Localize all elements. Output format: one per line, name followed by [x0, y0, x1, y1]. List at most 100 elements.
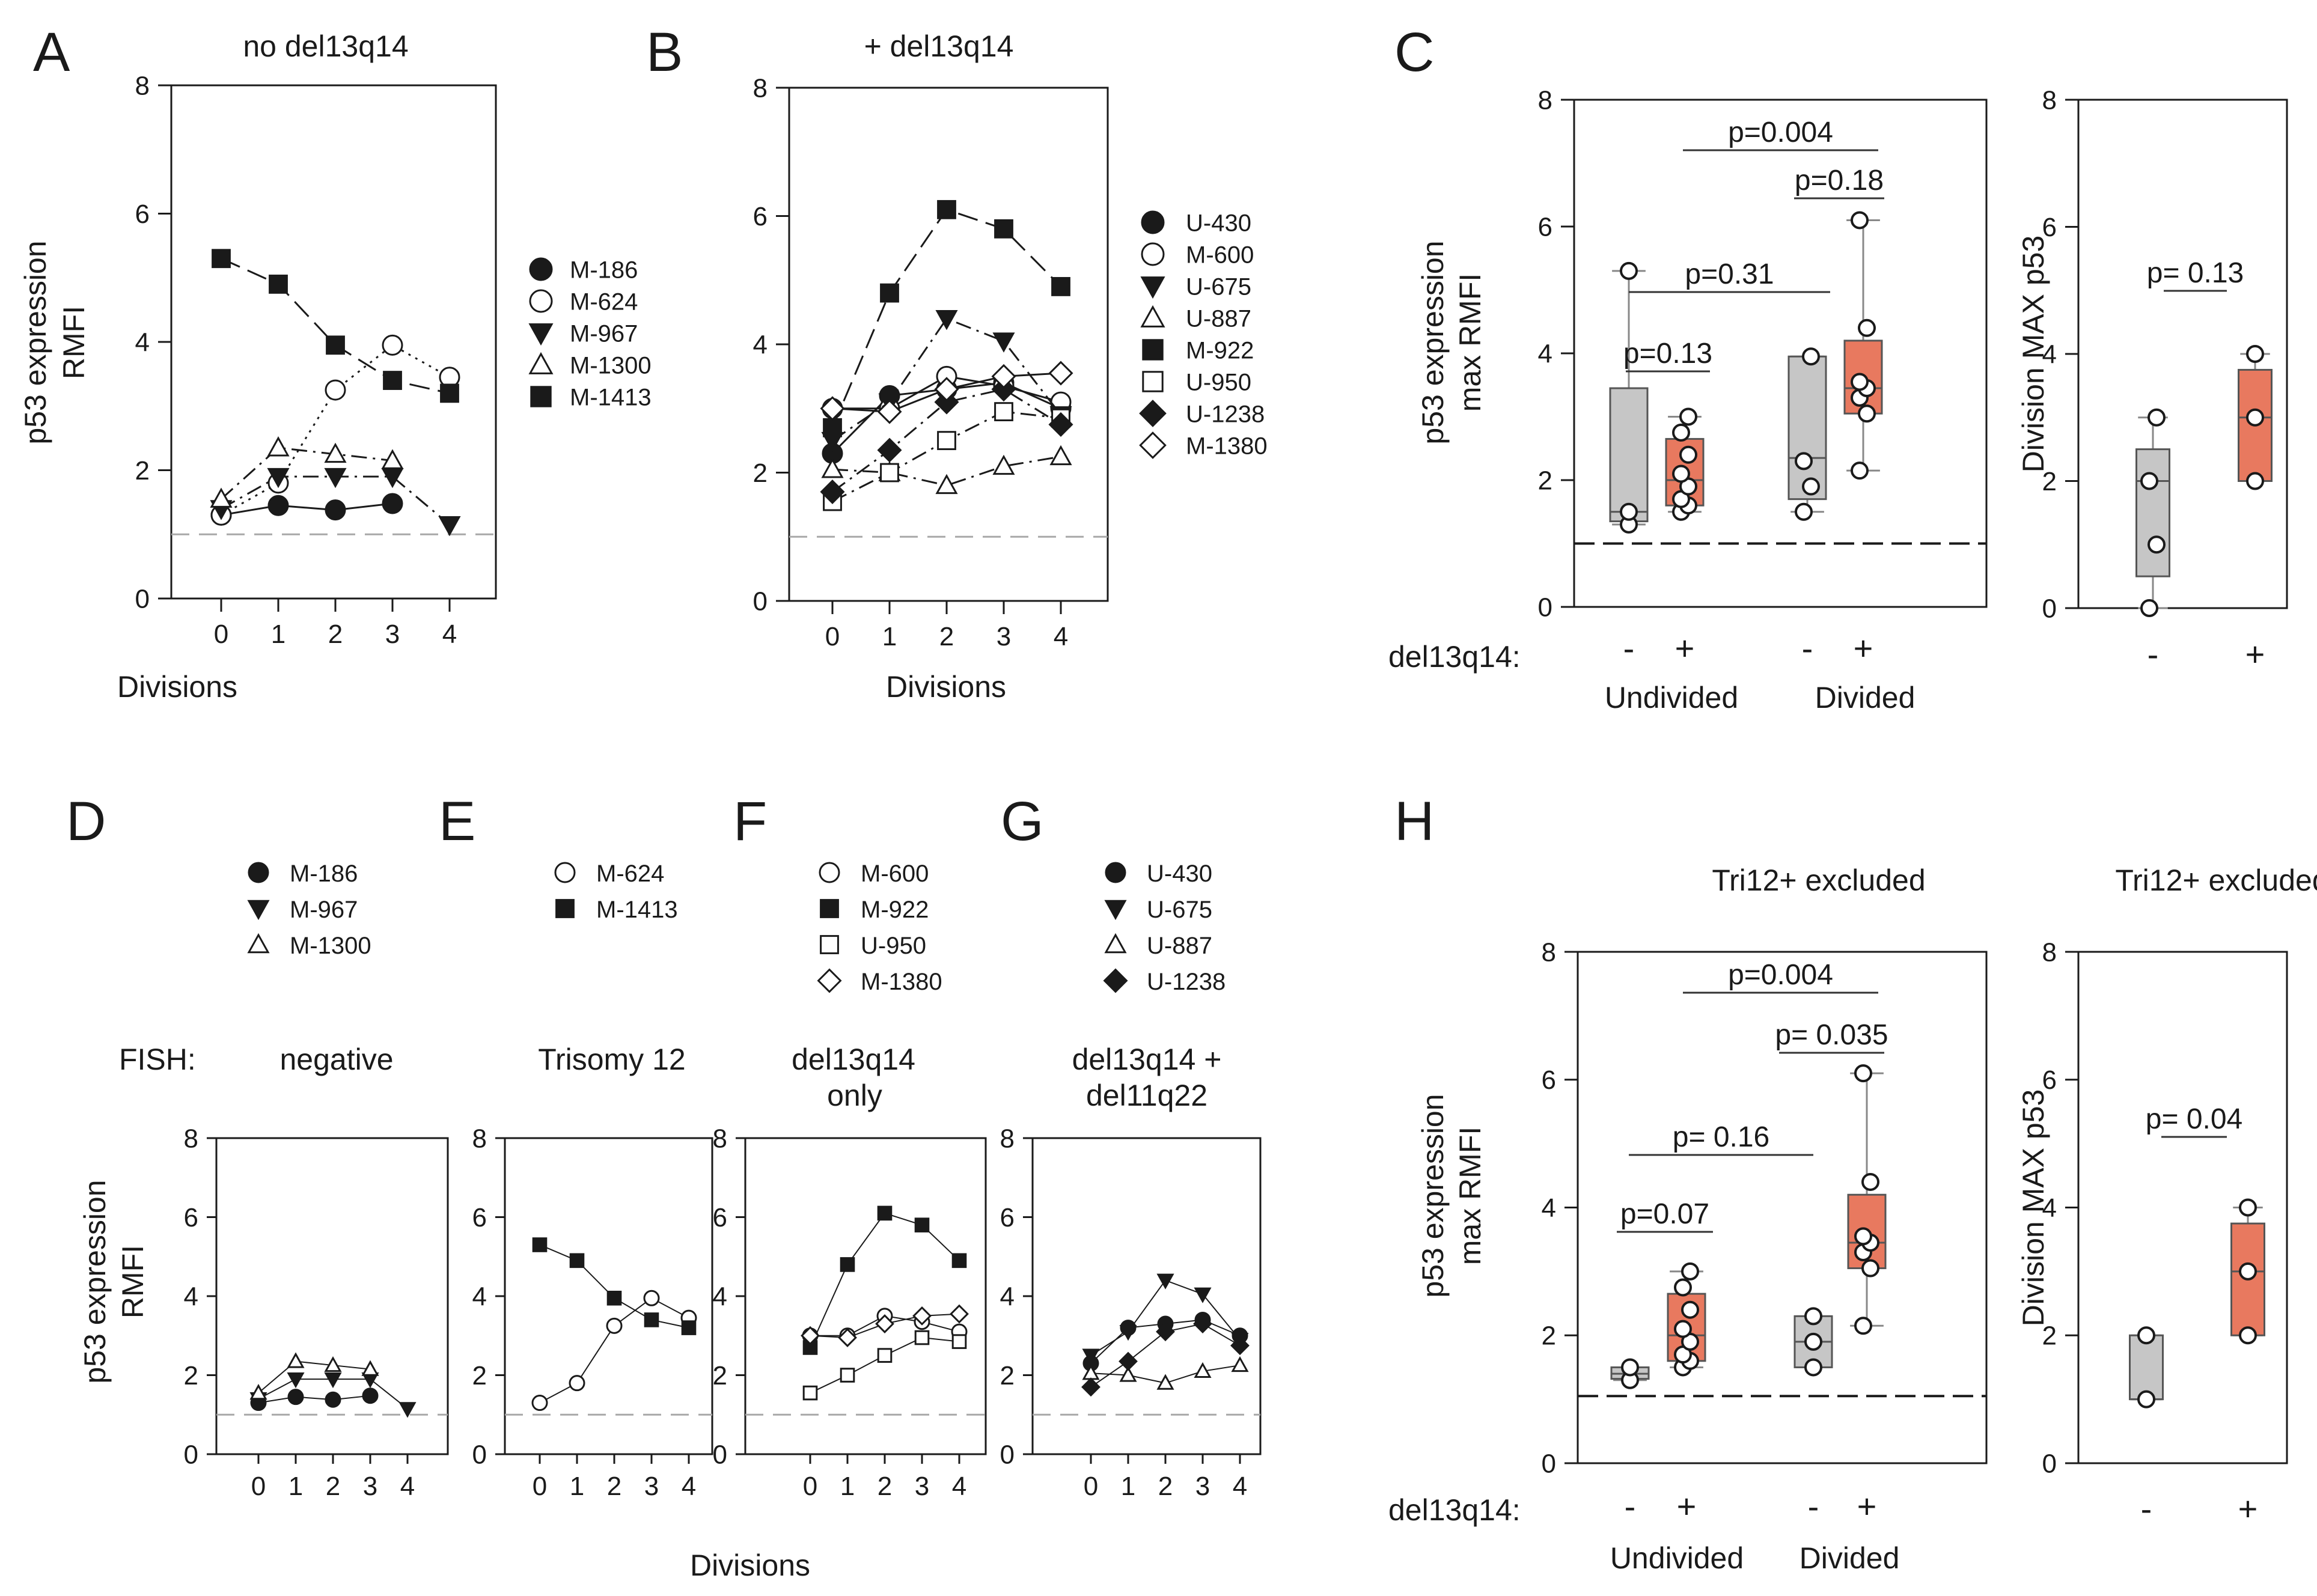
data-point [2140, 599, 2158, 617]
data-point-U-1238 [1119, 1351, 1138, 1371]
legend-marker-M-624 [529, 289, 553, 313]
legend-label-U-430: U-430 [1186, 210, 1251, 236]
legend-label-M-1380: M-1380 [1186, 433, 1268, 459]
x-tick-label: 4 [682, 1472, 696, 1501]
y-tick-label: 2 [1538, 466, 1552, 495]
data-point-M-1413 [440, 383, 459, 403]
data-point [1681, 1262, 1699, 1281]
legend-marker-M-922 [1142, 339, 1164, 361]
data-point-M-922 [840, 1257, 855, 1272]
data-point-M-186 [325, 1391, 341, 1408]
legend-label-M-1413: M-1413 [570, 384, 652, 410]
x-axis-title: Divisions [690, 1549, 810, 1582]
plot-frame [744, 1137, 987, 1455]
x-tick-label: 3 [363, 1472, 377, 1501]
data-point-M-1413 [606, 1290, 622, 1306]
data-point-M-1380 [912, 1306, 932, 1326]
data-point [1681, 1300, 1699, 1319]
panel-title: Tri12+ excluded [2115, 863, 2317, 897]
x-tick-label: 0 [825, 622, 840, 651]
data-point [1804, 1358, 1822, 1377]
p-value-label: p= 0.04 [2146, 1103, 2242, 1135]
y-tick-label: 6 [1000, 1203, 1015, 1232]
p-value-label: p=0.31 [1685, 258, 1774, 290]
y-tick-label: 6 [135, 200, 150, 229]
data-point-M-624 [569, 1375, 585, 1392]
y-tick-label: 6 [713, 1203, 727, 1232]
panel-letter-C: C [1394, 22, 1434, 83]
legend-marker-M-600 [1141, 242, 1165, 266]
x-tick-label: 3 [997, 622, 1011, 651]
data-point [1854, 1317, 1872, 1335]
y-axis: 0 2 4 6 8 [2042, 85, 2078, 623]
plot-frame [1031, 1137, 1262, 1455]
y-axis-title: Division MAX p53 [2016, 1089, 2050, 1327]
y-tick-label: 0 [1542, 1449, 1556, 1478]
legend-label-U-675: U-675 [1147, 897, 1212, 923]
y-tick-label: 4 [184, 1282, 198, 1311]
data-point [2246, 408, 2264, 427]
data-point-M-1300 [324, 442, 347, 463]
x-tick-label: 0 [803, 1472, 817, 1501]
y-axis-title: Division MAX p53 [2016, 236, 2050, 473]
p-value-label: p= 0.16 [1673, 1121, 1769, 1153]
y-tick-label: 6 [184, 1203, 198, 1232]
legend-label-M-922: M-922 [1186, 337, 1254, 364]
legend-marker-M-624 [554, 862, 576, 883]
data-point [1802, 347, 1820, 366]
data-point-U-950 [880, 463, 899, 483]
p-value-label: p= 0.13 [2147, 257, 2244, 289]
x-category--: - [1625, 1487, 1636, 1525]
data-point-M-624 [382, 334, 403, 356]
legend-label-M-1300: M-1300 [570, 352, 652, 379]
legend-marker-U-950 [820, 935, 839, 954]
x-category-+: + [1677, 1487, 1697, 1525]
data-point [1802, 477, 1820, 496]
data-point-M-1300 [361, 1360, 379, 1376]
data-point-M-186 [362, 1387, 379, 1404]
y-tick-label: 2 [472, 1361, 487, 1390]
legend-marker-M-186 [529, 257, 553, 281]
data-point-M-1300 [210, 487, 233, 508]
x-tick-label: 4 [952, 1472, 966, 1501]
data-point-M-967 [381, 468, 404, 489]
series-line-U-675 [832, 317, 1062, 442]
x-category--: - [1808, 1487, 1819, 1525]
data-point-M-922 [937, 200, 956, 219]
y-axis-title: max RMFI [1453, 1127, 1487, 1266]
data-point-U-950 [877, 1348, 893, 1363]
y-tick-label: 0 [1538, 592, 1552, 622]
data-point-U-1238 [1193, 1314, 1212, 1333]
data-point-U-675 [1156, 1273, 1174, 1290]
legend-label-U-950: U-950 [861, 933, 926, 959]
x-category-+: + [2238, 1490, 2258, 1527]
data-point-M-624 [531, 1395, 548, 1412]
x-tick-label: 2 [326, 1472, 340, 1501]
del13q14-label: del13q14: [1388, 1493, 1521, 1527]
series-line-M-624 [539, 1297, 689, 1404]
data-point-U-1238 [934, 389, 959, 415]
data-point-M-922 [877, 1205, 893, 1221]
y-axis: 0 2 4 6 8 [2042, 937, 2078, 1478]
data-point-M-967 [398, 1402, 417, 1418]
data-point-M-1300 [249, 1383, 267, 1400]
p-value-label: p=0.18 [1795, 165, 1884, 196]
group-label-undivided: Undivided [1610, 1541, 1744, 1575]
data-point-M-1300 [324, 1356, 342, 1372]
p-value-label: p= 0.035 [1775, 1019, 1888, 1051]
y-tick-label: 2 [135, 456, 150, 486]
legend-label-U-1238: U-1238 [1186, 401, 1265, 427]
y-tick-label: 2 [2042, 467, 2057, 496]
data-point-U-1238 [1156, 1322, 1175, 1342]
data-point [1620, 261, 1638, 280]
data-point-M-1413 [569, 1253, 585, 1269]
legend-label-M-967: M-967 [290, 897, 358, 923]
data-point [1851, 373, 1869, 391]
legend-marker-M-1413 [530, 386, 552, 407]
p-value-label: p=0.13 [1623, 338, 1712, 370]
y-tick-label: 6 [753, 202, 768, 231]
